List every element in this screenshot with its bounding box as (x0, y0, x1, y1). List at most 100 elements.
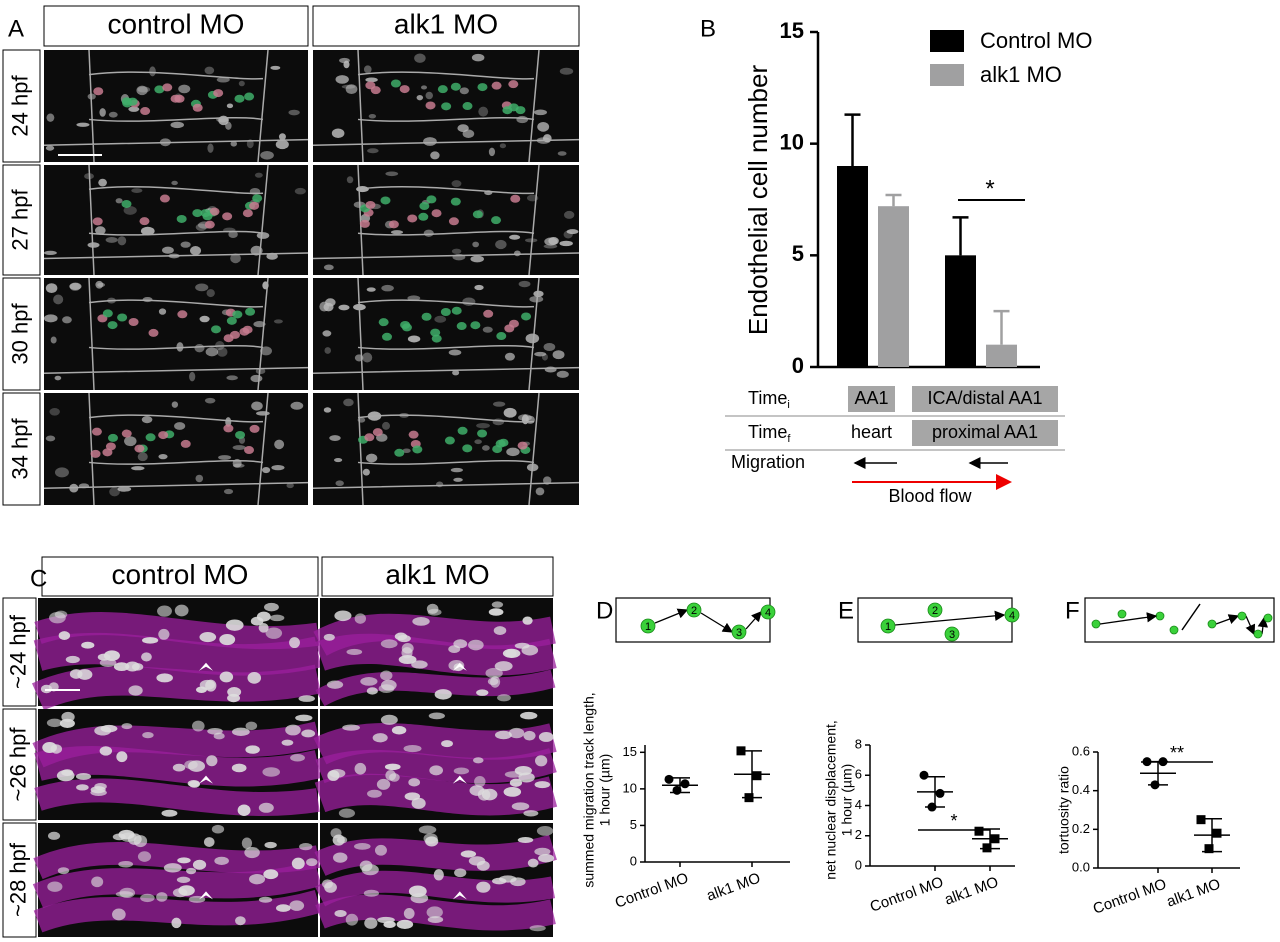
nucleus (43, 314, 58, 323)
nucleus (278, 133, 286, 141)
diagram-node-label: 3 (736, 627, 742, 639)
micrograph (32, 709, 322, 820)
nucleus (385, 171, 399, 177)
nucleus (90, 789, 107, 796)
x-tick-label: alk1 MO (1164, 876, 1222, 911)
vessel (34, 778, 320, 817)
nucleus (258, 802, 274, 813)
nucleus (521, 644, 539, 656)
nucleus (425, 91, 433, 100)
diagram-node-label: 2 (691, 605, 697, 617)
nucleus (294, 187, 306, 195)
nucleus (91, 876, 104, 888)
labeled-cell (211, 325, 222, 334)
nucleus (389, 773, 400, 782)
nucleus (260, 346, 272, 356)
nucleus (254, 172, 263, 178)
nucleus (186, 867, 197, 875)
labeled-cell (158, 431, 169, 440)
nucleus (429, 765, 444, 776)
nucleus (390, 230, 404, 235)
data-point (680, 779, 690, 789)
nucleus (131, 466, 145, 471)
nucleus (76, 784, 89, 791)
labeled-cell (148, 328, 159, 337)
label-box (2, 392, 41, 506)
nucleus (245, 721, 258, 731)
nucleus (499, 143, 507, 149)
nucleus (556, 370, 569, 378)
significance-label: * (950, 811, 957, 831)
cell-shade (848, 386, 895, 412)
nucleus (156, 892, 168, 902)
nucleus (354, 613, 367, 624)
image-background (313, 165, 579, 275)
nucleus (529, 925, 546, 932)
error-bar (925, 776, 945, 808)
labeled-cell (127, 97, 138, 106)
nucleus (345, 84, 358, 94)
labeled-cell (477, 83, 488, 92)
nucleus (54, 375, 62, 381)
nucleus (462, 297, 476, 306)
panel-letter: D (596, 597, 613, 624)
x-tick-label: Control MO (868, 874, 946, 916)
y-tick-label: 5 (630, 817, 637, 832)
nucleus (420, 85, 428, 90)
data-point (1204, 844, 1214, 854)
nucleus (537, 121, 550, 132)
nucleus (62, 316, 72, 324)
nucleus (306, 858, 318, 867)
row-label-text: Time (748, 422, 787, 442)
diagram-node (944, 626, 960, 642)
nucleus (503, 786, 522, 797)
nucleus (141, 652, 152, 662)
labeled-cell (418, 212, 429, 221)
nucleus (158, 453, 168, 460)
nucleus (509, 234, 521, 240)
labeled-cell (365, 200, 376, 209)
nucleus (219, 633, 236, 646)
nucleus (174, 604, 189, 617)
nucleus (253, 321, 266, 328)
micrograph (312, 277, 580, 391)
nucleus (563, 210, 575, 219)
diagram-arrow (1257, 616, 1269, 635)
y-tick-label: 2 (855, 827, 862, 842)
vessel (313, 613, 556, 656)
labeled-cell (521, 312, 532, 321)
labeled-cell (491, 81, 502, 90)
nucleus (394, 632, 408, 641)
cell-shade (912, 420, 1058, 446)
nucleus (451, 180, 462, 188)
diagram-node-label: 1 (645, 621, 651, 633)
nucleus (335, 75, 349, 84)
vessel (32, 860, 322, 909)
nucleus (43, 250, 57, 256)
labeled-cell (399, 85, 410, 94)
nucleus (54, 610, 68, 619)
nucleus (264, 841, 277, 849)
labeled-cell (121, 429, 132, 438)
labeled-cell (107, 321, 118, 330)
nucleus (482, 445, 490, 451)
nucleus (534, 109, 547, 116)
nucleus (471, 53, 485, 62)
error-bar (993, 309, 1010, 345)
nucleus (232, 445, 246, 450)
nucleus (505, 649, 517, 658)
labeled-cell (437, 85, 448, 94)
nucleus (270, 65, 281, 70)
nucleus (177, 857, 191, 864)
nucleus (403, 907, 415, 920)
diagram-arrow (1215, 614, 1240, 625)
nucleus (335, 480, 344, 487)
labeled-cell (154, 85, 165, 94)
nucleus (142, 637, 159, 644)
nucleus (324, 347, 332, 354)
nucleus (250, 374, 263, 383)
label-box (2, 277, 41, 391)
nucleus (261, 466, 271, 474)
labeled-cell (139, 217, 150, 226)
